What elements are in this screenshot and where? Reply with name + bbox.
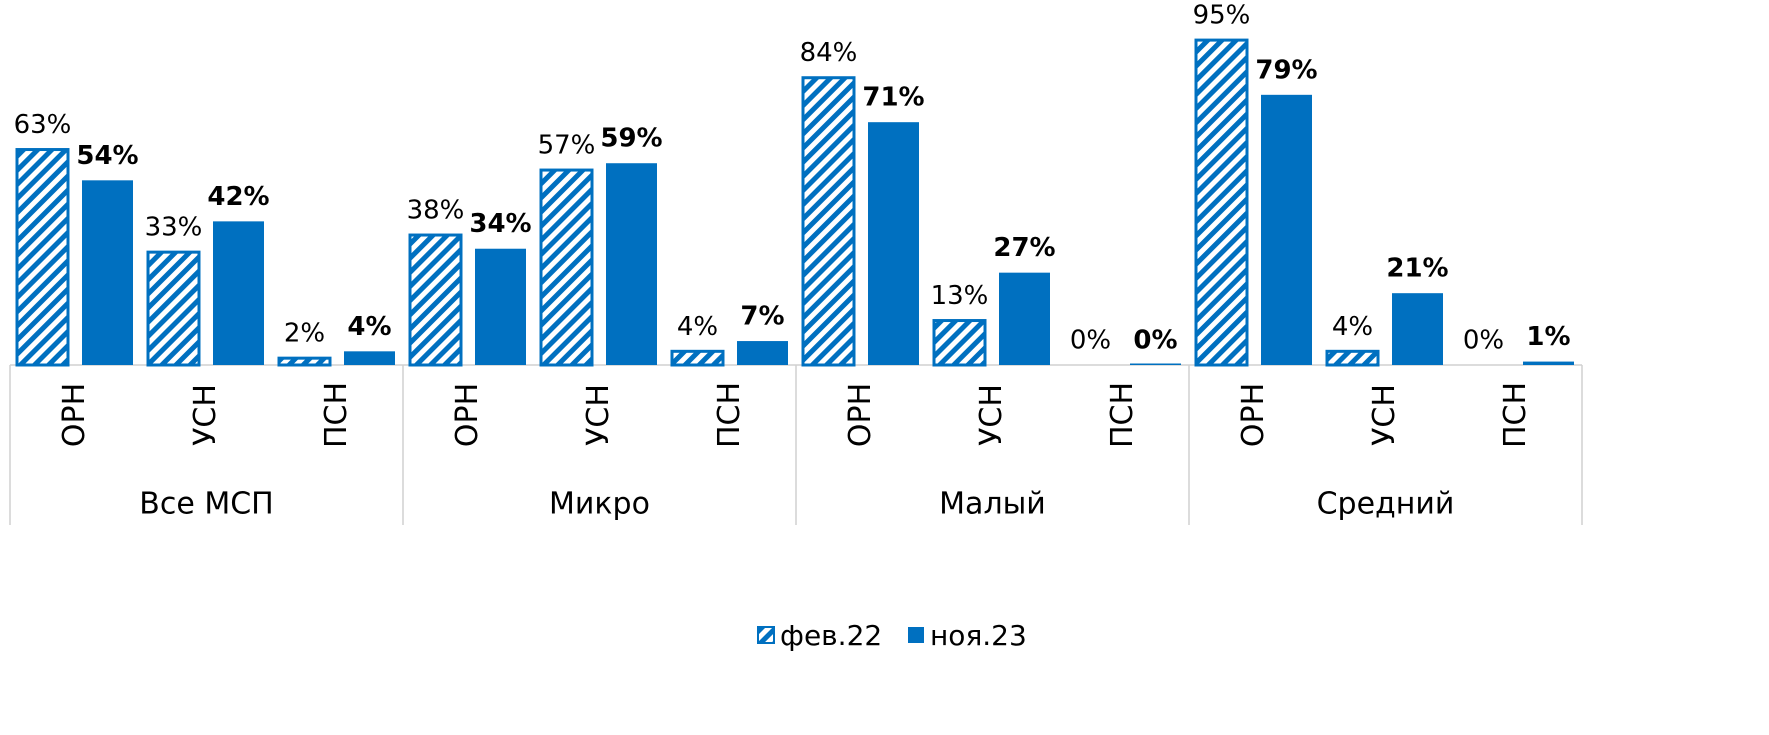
bar — [932, 319, 987, 367]
x-tick-label: ПСН — [319, 382, 354, 448]
data-label: 21% — [1386, 254, 1448, 284]
bar — [1261, 94, 1312, 365]
bar — [408, 233, 463, 367]
x-tick-label: УСН — [1367, 384, 1402, 446]
x-tick-label: ПСН — [712, 382, 747, 448]
legend-label: фев.22 — [780, 619, 882, 652]
bar — [1523, 361, 1574, 365]
data-label: 54% — [76, 141, 138, 171]
bar — [999, 272, 1050, 365]
bar — [1392, 293, 1443, 365]
x-tick-label: ОРН — [450, 383, 485, 447]
data-label: 4% — [1332, 312, 1373, 342]
data-label: 84% — [800, 38, 858, 68]
bar — [146, 250, 201, 367]
bar — [344, 351, 395, 365]
legend-label: ноя.23 — [930, 619, 1027, 652]
data-label: 1% — [1526, 322, 1570, 352]
legend-swatch — [908, 627, 924, 643]
bar — [801, 76, 856, 367]
data-label: 27% — [993, 233, 1055, 263]
group-label: Малый — [939, 487, 1046, 522]
bar — [606, 163, 657, 365]
x-tick-label: ПСН — [1105, 382, 1140, 448]
bar — [15, 148, 70, 367]
data-label: 33% — [145, 213, 203, 243]
bar — [1325, 349, 1380, 367]
legend-swatch — [757, 626, 775, 644]
bar — [670, 349, 725, 367]
group-label: Микро — [549, 487, 650, 522]
bar — [539, 168, 594, 367]
bar — [868, 122, 919, 366]
data-label: 0% — [1070, 326, 1111, 356]
x-tick-label: УСН — [581, 384, 616, 446]
data-label: 95% — [1193, 1, 1251, 31]
data-label: 63% — [14, 110, 72, 140]
x-tick-label: ОРН — [57, 383, 92, 447]
data-label: 2% — [284, 319, 325, 349]
data-label: 79% — [1255, 55, 1317, 85]
x-tick-label: ОРН — [843, 383, 878, 447]
x-tick-label: УСН — [974, 384, 1009, 446]
data-label: 13% — [931, 281, 989, 311]
bar — [82, 180, 133, 365]
data-label: 0% — [1463, 326, 1504, 356]
data-label: 38% — [407, 196, 465, 226]
data-label: 4% — [677, 312, 718, 342]
data-label: 4% — [347, 312, 391, 342]
bar — [213, 221, 264, 365]
data-label: 34% — [469, 209, 531, 239]
group-label: Все МСП — [139, 487, 273, 522]
data-label: 71% — [862, 83, 924, 113]
data-label: 0% — [1133, 326, 1177, 356]
data-label: 59% — [600, 124, 662, 154]
bar — [1130, 363, 1181, 365]
bar — [277, 356, 332, 367]
data-label: 42% — [207, 182, 269, 212]
bar — [1194, 38, 1249, 367]
bar — [475, 248, 526, 365]
x-tick-label: ОРН — [1236, 383, 1271, 447]
data-label: 7% — [740, 302, 784, 332]
group-label: Средний — [1317, 487, 1455, 522]
x-tick-label: ПСН — [1498, 382, 1533, 448]
data-label: 57% — [538, 131, 596, 161]
x-tick-label: УСН — [188, 384, 223, 446]
bar — [737, 341, 788, 365]
